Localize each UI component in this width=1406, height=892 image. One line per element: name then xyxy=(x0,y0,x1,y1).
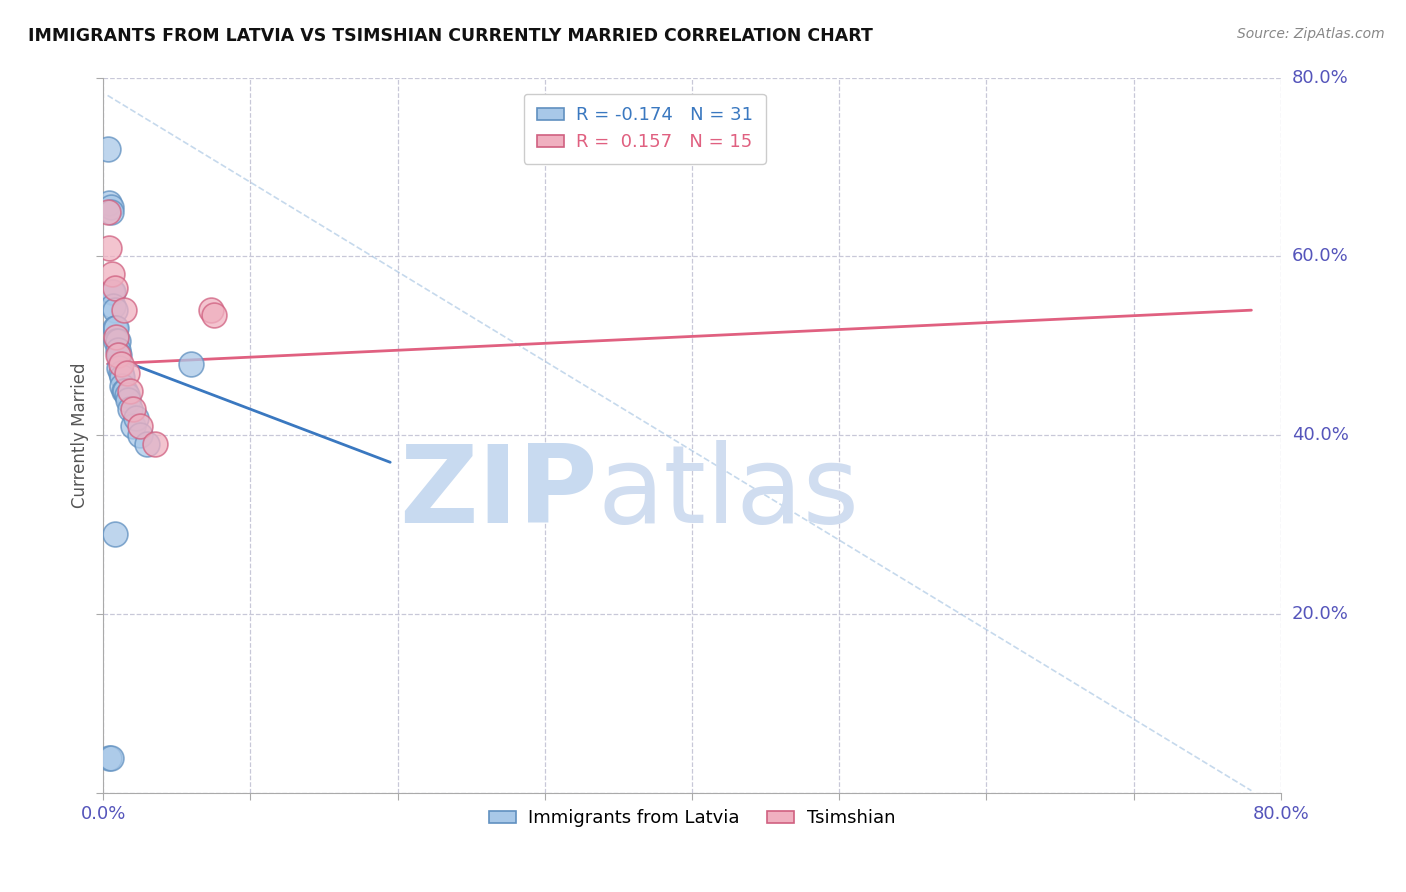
Point xyxy=(115,388,138,402)
Point xyxy=(97,142,120,156)
Point xyxy=(105,321,128,335)
Point xyxy=(105,330,128,344)
Text: IMMIGRANTS FROM LATVIA VS TSIMSHIAN CURRENTLY MARRIED CORRELATION CHART: IMMIGRANTS FROM LATVIA VS TSIMSHIAN CURR… xyxy=(28,27,873,45)
Point xyxy=(107,334,129,349)
Point xyxy=(121,401,143,416)
Point xyxy=(104,321,127,335)
Point xyxy=(101,285,124,300)
Text: atlas: atlas xyxy=(598,440,860,546)
Point xyxy=(117,392,139,407)
Point xyxy=(104,281,127,295)
Point xyxy=(112,384,135,398)
Point xyxy=(103,285,125,300)
Point xyxy=(105,334,128,349)
Text: 40.0%: 40.0% xyxy=(1292,426,1348,444)
Point xyxy=(107,348,129,362)
Point xyxy=(136,437,159,451)
Point xyxy=(121,419,143,434)
Point xyxy=(100,750,122,764)
Legend: Immigrants from Latvia, Tsimshian: Immigrants from Latvia, Tsimshian xyxy=(481,802,903,834)
Point xyxy=(143,437,166,451)
Point xyxy=(97,204,120,219)
Point xyxy=(180,357,202,371)
Point xyxy=(202,308,225,322)
Point xyxy=(103,299,125,313)
Point xyxy=(200,303,222,318)
Point xyxy=(107,343,129,358)
Point xyxy=(115,366,138,380)
Point xyxy=(101,268,124,282)
Point xyxy=(98,750,121,764)
Text: 80.0%: 80.0% xyxy=(1292,69,1348,87)
Point xyxy=(104,526,127,541)
Point xyxy=(98,195,121,210)
Point xyxy=(111,370,134,384)
Text: 60.0%: 60.0% xyxy=(1292,247,1348,266)
Point xyxy=(124,410,146,425)
Point xyxy=(129,428,152,442)
Point xyxy=(110,357,132,371)
Point xyxy=(100,200,122,214)
Text: Source: ZipAtlas.com: Source: ZipAtlas.com xyxy=(1237,27,1385,41)
Point xyxy=(108,348,131,362)
Point xyxy=(114,384,136,398)
Point xyxy=(129,419,152,434)
Point xyxy=(110,366,132,380)
Text: ZIP: ZIP xyxy=(399,440,598,546)
Point xyxy=(108,361,131,376)
Point xyxy=(100,204,122,219)
Point xyxy=(118,401,141,416)
Text: 20.0%: 20.0% xyxy=(1292,606,1348,624)
Point xyxy=(104,303,127,318)
Point xyxy=(111,379,134,393)
Point xyxy=(112,303,135,318)
Point xyxy=(118,384,141,398)
Y-axis label: Currently Married: Currently Married xyxy=(72,363,89,508)
Point xyxy=(98,240,121,254)
